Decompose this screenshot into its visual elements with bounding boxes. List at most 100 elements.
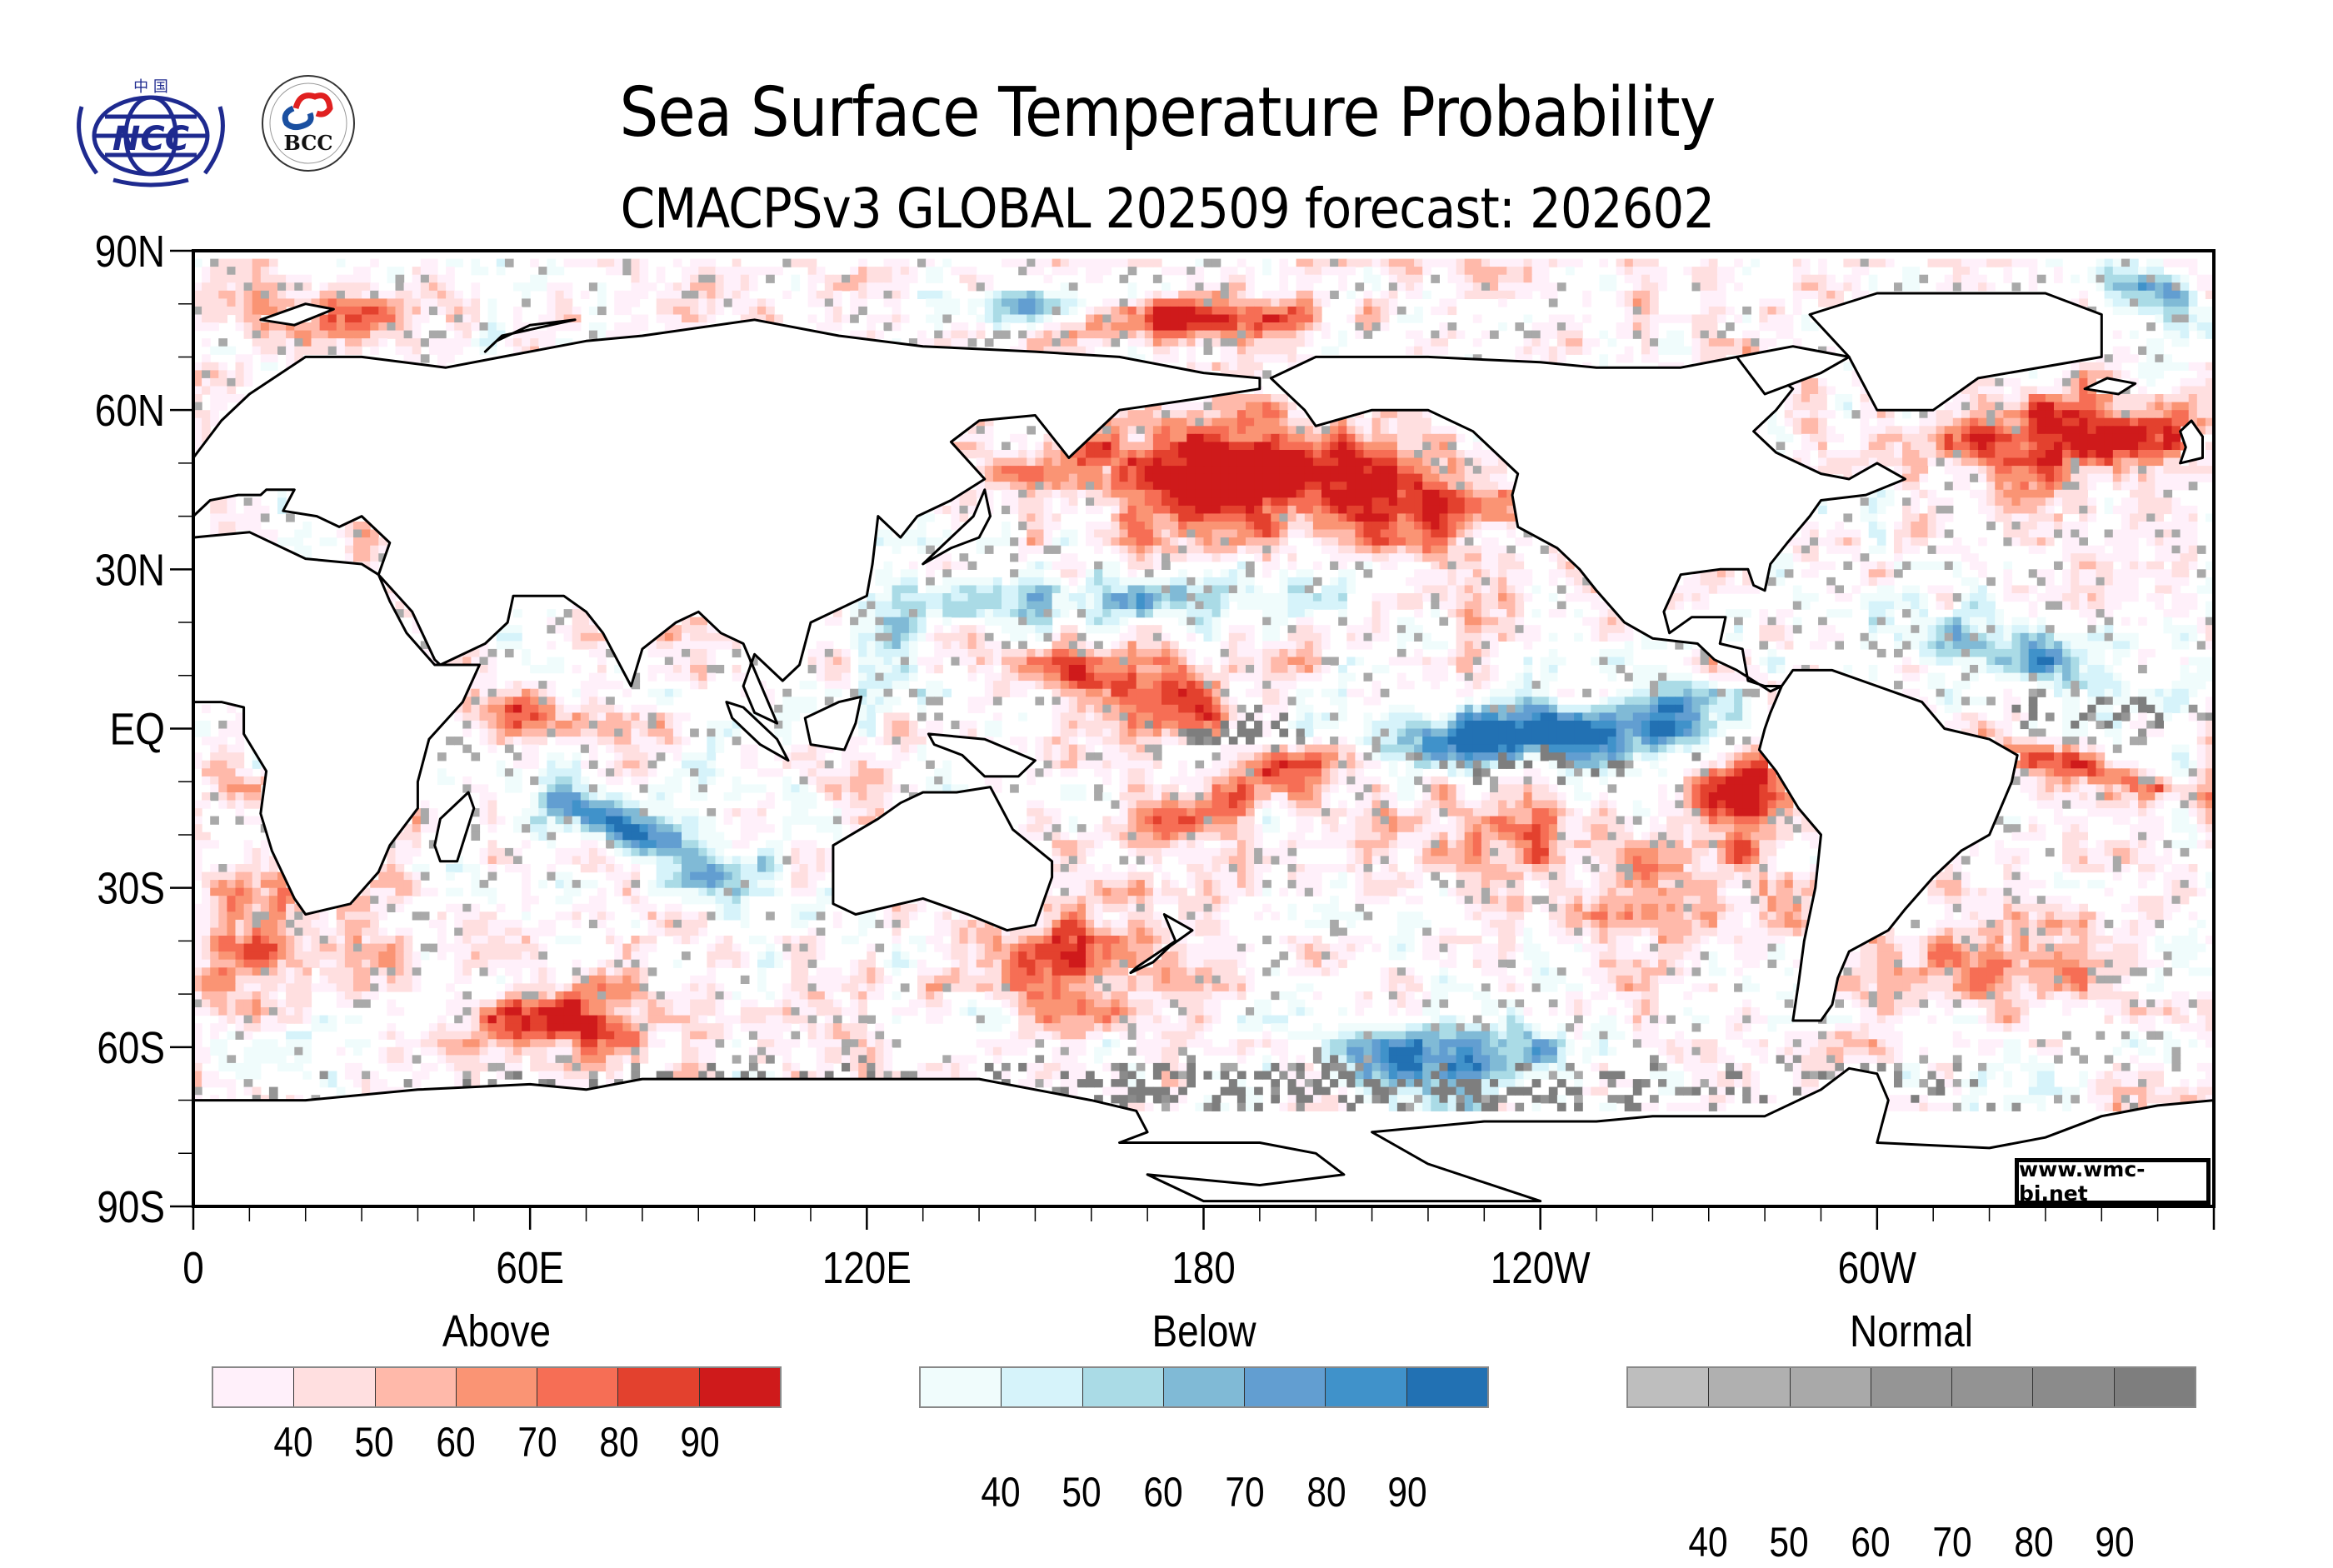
- prob-cell: [1094, 593, 1103, 602]
- prob-cell: [917, 601, 927, 610]
- prob-cell: [1481, 482, 1491, 491]
- prob-cell: [2071, 466, 2080, 475]
- prob-cell: [1683, 314, 1693, 323]
- prob-cell: [1986, 457, 1996, 467]
- prob-cell: [2121, 473, 2131, 482]
- prob-cell: [327, 330, 337, 339]
- prob-cell: [1018, 290, 1027, 299]
- prob-cell: [1102, 298, 1112, 307]
- prob-cell: [984, 450, 994, 459]
- prob-cell: [2171, 625, 2181, 634]
- prob-cell: [690, 290, 699, 299]
- prob-cell: [1254, 298, 1263, 307]
- prob-cell: [1919, 489, 1929, 498]
- prob-cell: [1060, 322, 1070, 332]
- prob-cell: [1018, 258, 1027, 267]
- prob-cell: [2155, 410, 2164, 419]
- prob-cell: [715, 632, 725, 642]
- prob-cell: [2054, 417, 2063, 427]
- prob-cell: [942, 529, 952, 538]
- prob-cell: [302, 529, 312, 538]
- prob-cell: [1127, 466, 1137, 475]
- prob-cell: [193, 410, 202, 419]
- prob-cell: [2196, 545, 2206, 554]
- prob-cell: [1515, 346, 1525, 355]
- prob-cell: [530, 274, 539, 283]
- prob-cell: [1338, 426, 1347, 435]
- prob-cell: [967, 450, 977, 459]
- prob-cell: [1447, 585, 1457, 594]
- prob-cell: [1472, 473, 1482, 482]
- prob-cell: [2180, 522, 2190, 531]
- prob-cell: [1094, 625, 1103, 634]
- prob-cell: [1380, 298, 1390, 307]
- prob-cell: [1978, 457, 1987, 467]
- prob-cell: [1060, 529, 1070, 538]
- prob-cell: [243, 522, 253, 531]
- prob-cell: [193, 306, 202, 316]
- prob-cell: [1304, 601, 1314, 610]
- prob-cell: [1767, 322, 1777, 332]
- prob-cell: [353, 522, 362, 531]
- prob-cell: [428, 290, 438, 299]
- prob-cell: [1986, 625, 1996, 634]
- prob-cell: [1860, 417, 1870, 427]
- prob-cell: [1363, 522, 1373, 531]
- prob-cell: [1086, 617, 1095, 626]
- prob-cell: [1490, 522, 1499, 531]
- prob-cell: [1894, 593, 1903, 602]
- prob-cell: [2130, 505, 2139, 515]
- prob-cell: [967, 497, 977, 507]
- prob-cell: [2104, 426, 2114, 435]
- prob-cell: [1616, 290, 1626, 299]
- prob-cell: [353, 282, 362, 292]
- prob-cell: [832, 306, 842, 316]
- prob-cell: [900, 569, 910, 578]
- prob-cell: [1498, 545, 1507, 554]
- prob-cell: [1279, 505, 1289, 515]
- prob-cell: [1944, 466, 1954, 475]
- prob-cell: [1052, 609, 1062, 618]
- prob-cell: [2155, 402, 2164, 411]
- prob-cell: [2130, 450, 2139, 459]
- prob-cell: [2054, 473, 2063, 482]
- prob-cell: [1666, 346, 1676, 355]
- prob-cell: [563, 282, 573, 292]
- prob-cell: [1936, 545, 1946, 554]
- prob-cell: [1388, 433, 1398, 442]
- prob-cell: [2028, 569, 2038, 578]
- prob-cell: [2087, 632, 2097, 642]
- prob-cell: [766, 274, 775, 283]
- prob-cell: [362, 306, 371, 316]
- prob-cell: [243, 505, 253, 515]
- prob-cell: [2155, 489, 2164, 498]
- prob-cell: [1885, 426, 1895, 435]
- prob-cell: [193, 394, 202, 403]
- prob-cell: [1548, 290, 1558, 299]
- prob-cell: [353, 545, 362, 554]
- prob-cell: [1506, 609, 1516, 618]
- prob-cell: [850, 609, 859, 618]
- prob-cell: [1776, 561, 1786, 570]
- prob-cell: [1127, 346, 1137, 355]
- prob-cell: [1254, 322, 1263, 332]
- prob-cell: [1246, 545, 1255, 554]
- prob-cell: [1144, 489, 1154, 498]
- prob-cell: [1068, 298, 1078, 307]
- prob-cell: [892, 282, 902, 292]
- prob-cell: [1312, 290, 1322, 299]
- prob-cell: [1422, 537, 1431, 547]
- prob-cell: [1236, 545, 1246, 554]
- prob-cell: [2054, 457, 2063, 467]
- prob-cell: [1574, 577, 1583, 587]
- prob-cell: [1228, 433, 1238, 442]
- prob-cell: [1246, 426, 1255, 435]
- prob-cell: [530, 258, 539, 267]
- prob-cell: [1060, 569, 1070, 578]
- prob-cell: [1498, 290, 1507, 299]
- prob-cell: [1700, 330, 1710, 339]
- prob-cell: [1246, 322, 1255, 332]
- prob-cell: [277, 274, 287, 283]
- prob-cell: [1675, 641, 1684, 650]
- prob-cell: [370, 330, 379, 339]
